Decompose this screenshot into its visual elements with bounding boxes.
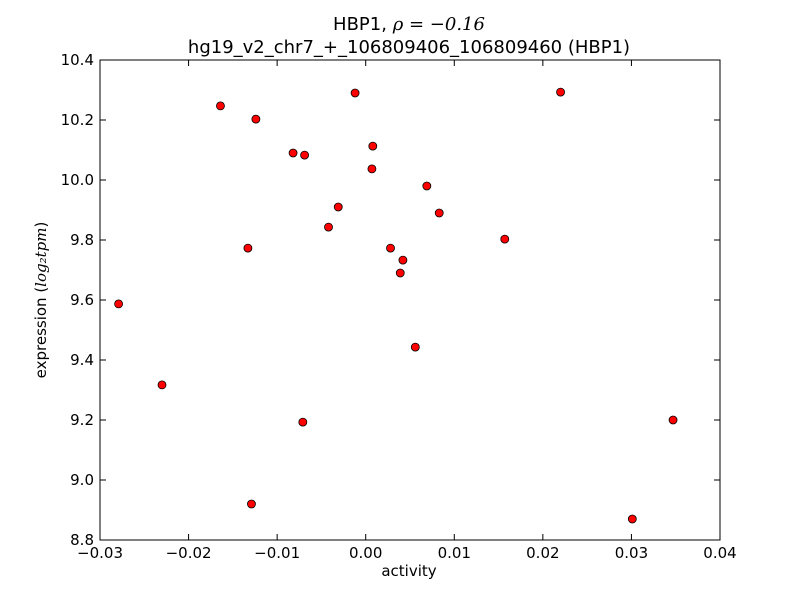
plot-frame	[99, 59, 721, 541]
chart-title-rho: ρ = −0.16	[392, 14, 485, 35]
y-axis-label-math: log₂tpm	[32, 228, 50, 287]
y-tick-label: 10.4	[61, 51, 94, 69]
x-tick-label: 0.02	[526, 544, 559, 562]
y-axis-label-suffix: )	[32, 222, 50, 228]
data-point	[434, 208, 444, 218]
y-tick-label: 9.4	[70, 351, 94, 369]
data-point	[243, 243, 253, 253]
data-point	[627, 514, 637, 524]
y-axis-label-prefix: expression (	[32, 287, 50, 379]
data-point	[500, 234, 510, 244]
data-point	[216, 101, 225, 111]
plot-area	[100, 60, 720, 540]
data-point	[668, 415, 678, 425]
data-point	[367, 164, 377, 174]
data-point	[395, 268, 405, 278]
data-point	[247, 499, 256, 509]
y-tick-label: 9.2	[70, 411, 94, 429]
data-point	[298, 417, 308, 427]
y-tick-label: 9.8	[70, 231, 94, 249]
y-tick-label: 9.6	[70, 291, 94, 309]
y-tick-label: 10.2	[61, 111, 94, 129]
x-tick-label: 0.03	[615, 544, 648, 562]
y-tick-label: 9.0	[70, 471, 94, 489]
x-tick-label: 0.04	[703, 544, 736, 562]
data-point	[324, 222, 333, 232]
x-axis-label: activity	[381, 562, 436, 580]
data-point	[386, 243, 395, 253]
ticks-layer: −0.03 −0.02 −0.01 0.00 0.01 0.02 0.03 0.04 8.8 9.…	[61, 51, 737, 562]
data-point	[333, 202, 343, 212]
chart-title: HBP1, ρ = −0.16	[333, 14, 485, 35]
chart-subtitle: hg19_v2_chr7_+_106809406_106809460 (HBP1…	[188, 37, 630, 58]
data-point	[398, 255, 408, 265]
points-layer	[114, 87, 678, 524]
x-tick-label: −0.01	[254, 544, 300, 562]
y-tick-label: 8.8	[70, 531, 94, 549]
data-point	[300, 150, 310, 160]
data-point	[556, 87, 565, 97]
data-point	[157, 380, 167, 390]
x-tick-label: −0.03	[77, 544, 123, 562]
data-point	[251, 114, 261, 124]
x-tick-label: 0.01	[438, 544, 471, 562]
data-point	[410, 342, 420, 352]
data-point	[422, 181, 432, 191]
data-point	[350, 88, 360, 98]
x-tick-label: −0.02	[166, 544, 212, 562]
y-tick-label: 10.0	[61, 171, 94, 189]
data-point	[288, 148, 298, 158]
data-point	[114, 299, 123, 309]
x-tick-label: 0.00	[349, 544, 382, 562]
chart-title-gene: HBP1	[333, 14, 381, 35]
y-axis-label: expression (log₂tpm)	[32, 222, 50, 379]
data-point	[368, 141, 378, 151]
